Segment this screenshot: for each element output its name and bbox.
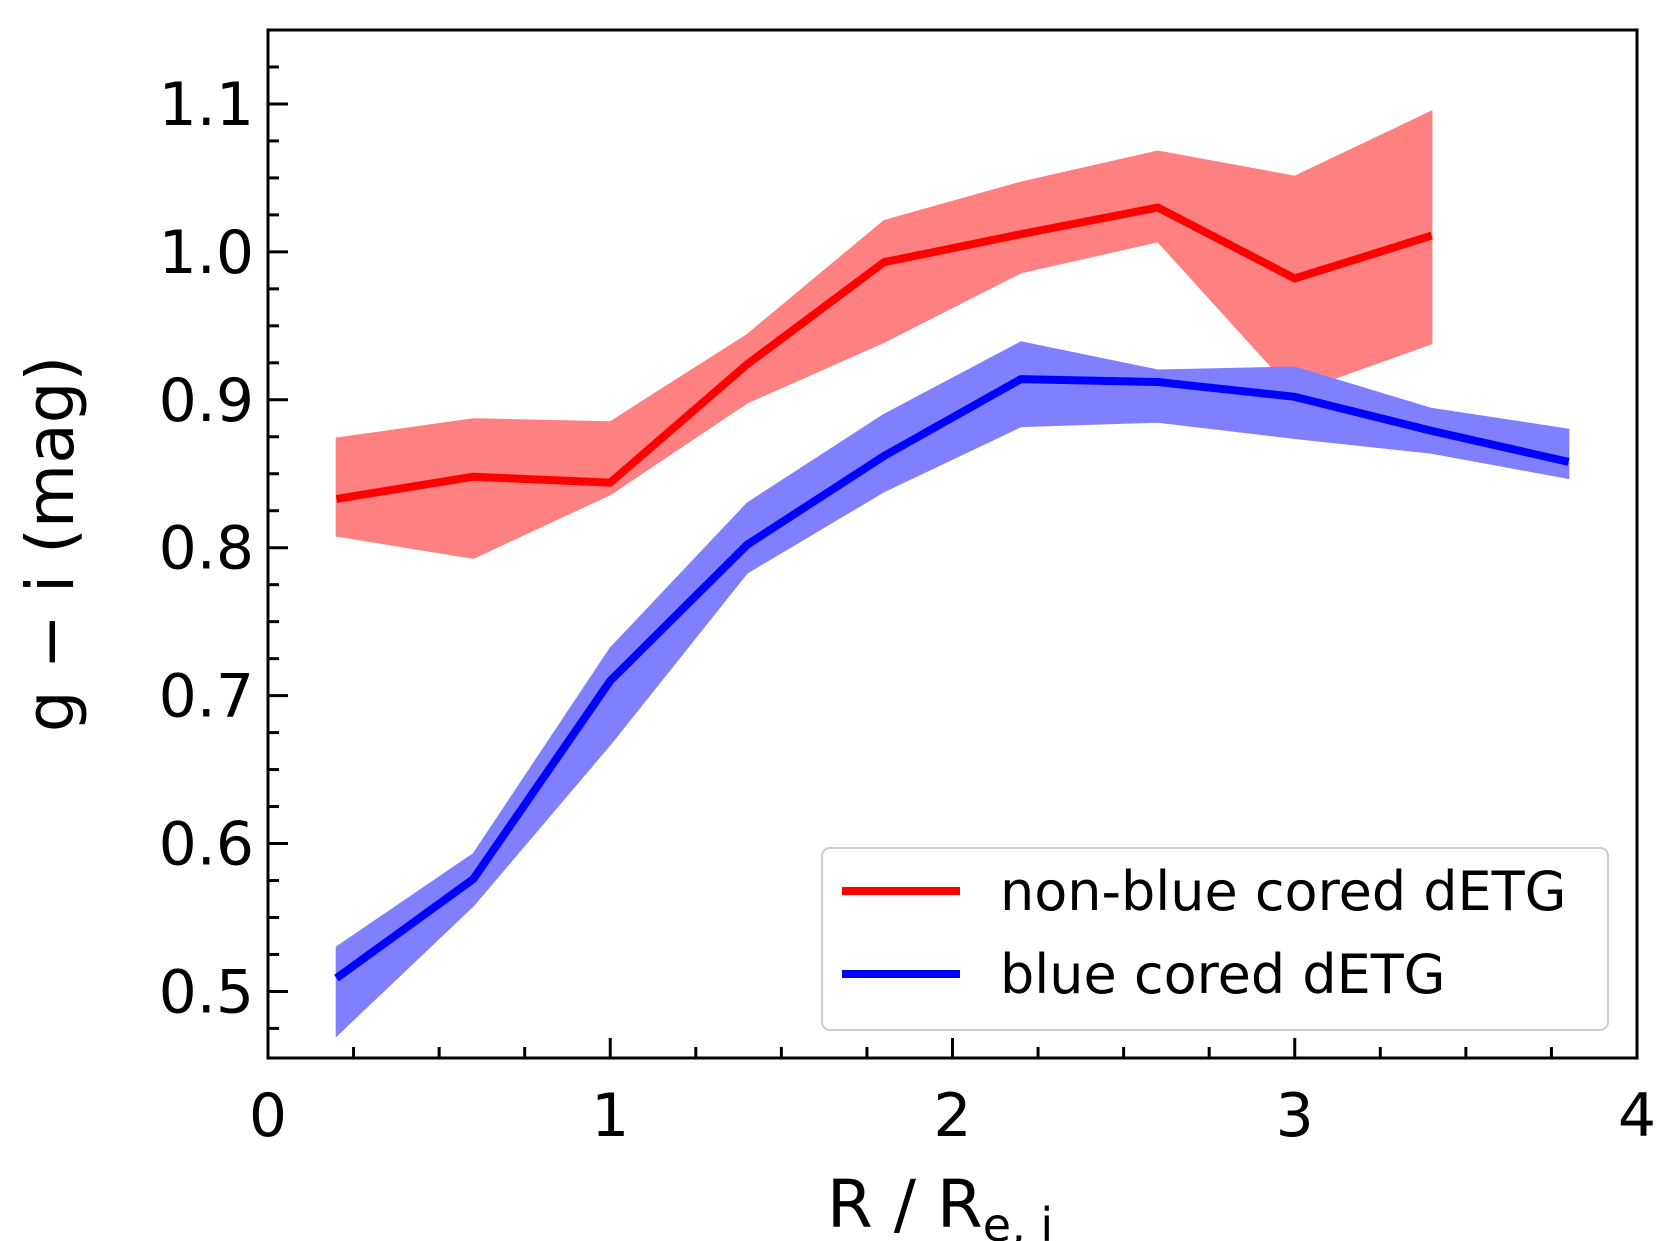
x-axis-title: R / Re, i	[827, 1166, 1053, 1241]
y-tick-label: 0.8	[159, 514, 254, 584]
y-tick-label: 1.0	[159, 218, 254, 288]
axis-ticks	[266, 28, 1639, 1058]
series-lines	[334, 203, 1570, 982]
line-non-blue	[335, 203, 1433, 503]
uncertainty-bands	[335, 110, 1570, 1038]
y-axis-title: g − i (mag)	[12, 356, 89, 733]
legend-label-blue: blue cored dETG	[1000, 943, 1446, 1006]
x-tick-label: 1	[591, 1081, 629, 1151]
legend-box	[821, 847, 1609, 1031]
y-tick-label: 0.6	[159, 810, 254, 880]
x-tick-label: 2	[933, 1081, 971, 1151]
band-non-blue	[335, 110, 1433, 559]
legend: non-blue cored dETG blue cored dETG	[821, 847, 1609, 1031]
x-tick-label: 0	[249, 1081, 287, 1151]
line-blue	[334, 375, 1570, 982]
x-tick-label: 4	[1618, 1081, 1656, 1151]
y-tick-label: 0.7	[159, 662, 254, 732]
tick-labels: 0 1 2 3 4 0.5 0.6 0.7 0.8 0.9 1.0 1.1	[159, 70, 1657, 1151]
band-blue	[335, 341, 1570, 1038]
x-axis-title-subscript: e, i	[983, 1198, 1053, 1241]
x-tick-label: 3	[1276, 1081, 1314, 1151]
legend-label-non-blue: non-blue cored dETG	[1000, 860, 1567, 923]
y-tick-label: 0.9	[159, 366, 254, 436]
y-tick-label: 0.5	[159, 957, 254, 1027]
y-tick-label: 1.1	[159, 70, 254, 140]
